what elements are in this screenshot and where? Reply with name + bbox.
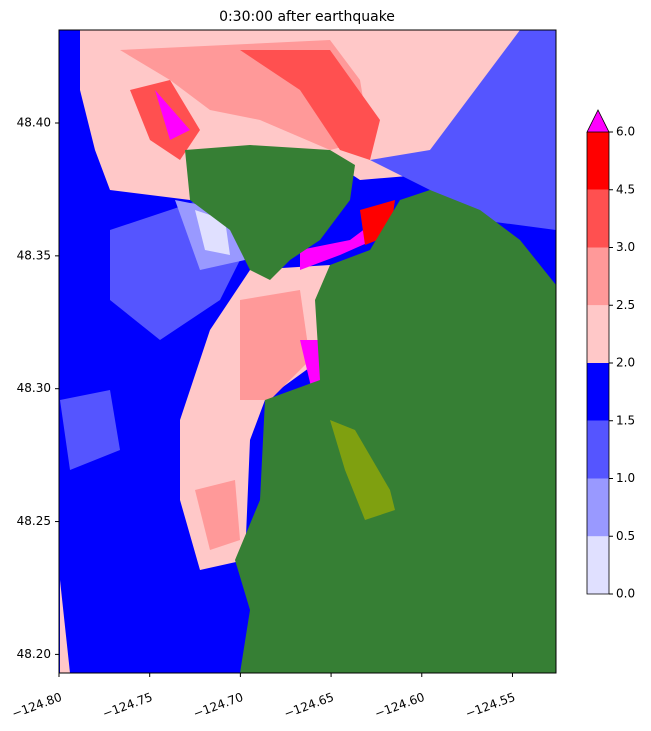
land [235,190,556,673]
x-tick-label: −124.70 [191,690,245,721]
colorbar-segment [587,305,609,363]
colorbar-segment [587,189,609,248]
wave-zone [370,30,556,230]
plot-frame [58,29,557,674]
inundation-zone [155,90,190,140]
colorbar-segment [587,363,609,421]
land [185,145,355,280]
y-tick-label: 48.30 [17,381,51,395]
colorbar-segment [587,536,609,594]
colorbar-tick-label: 4.5 [616,182,635,196]
y-tick-label: 48.20 [17,647,51,661]
colorbar-segment [587,132,609,190]
colorbar-tick-label: 2.0 [616,356,635,370]
colorbar-extend [586,109,610,133]
y-tick-label: 48.40 [17,115,51,129]
colorbar-tick-label: 1.5 [616,413,635,427]
x-tick-label: −124.65 [282,690,336,721]
colorbar-tick-label: 0.5 [616,529,635,543]
colorbar-segment [587,247,609,306]
inundation-zone [300,210,390,270]
map-raster [59,30,556,673]
land [330,420,395,520]
y-tick-label: 48.35 [17,248,51,262]
inundation-zone [240,50,380,160]
colorbar-segment [587,420,609,479]
chart-title: 0:30:00 after earthquake [219,9,395,25]
colorbar-tick-label: 3.0 [616,240,635,254]
colorbar-segment [587,478,609,537]
x-tick-label: −124.60 [373,690,427,721]
inundation-zone [195,480,240,550]
inundation-zone [240,290,310,400]
y-tick-label: 48.25 [17,514,51,528]
wave-zone [60,390,120,470]
x-tick-label: −124.80 [10,690,64,721]
colorbar-tick-label: 1.0 [616,471,635,485]
colorbar-tick-label: 6.0 [616,125,635,139]
x-tick-label: −124.75 [101,690,155,721]
colorbar-tick-label: 0.0 [616,587,635,601]
colorbar-tick-label: 2.5 [616,298,635,312]
x-tick-label: −124.55 [463,690,517,721]
inundation-zone [60,580,70,673]
